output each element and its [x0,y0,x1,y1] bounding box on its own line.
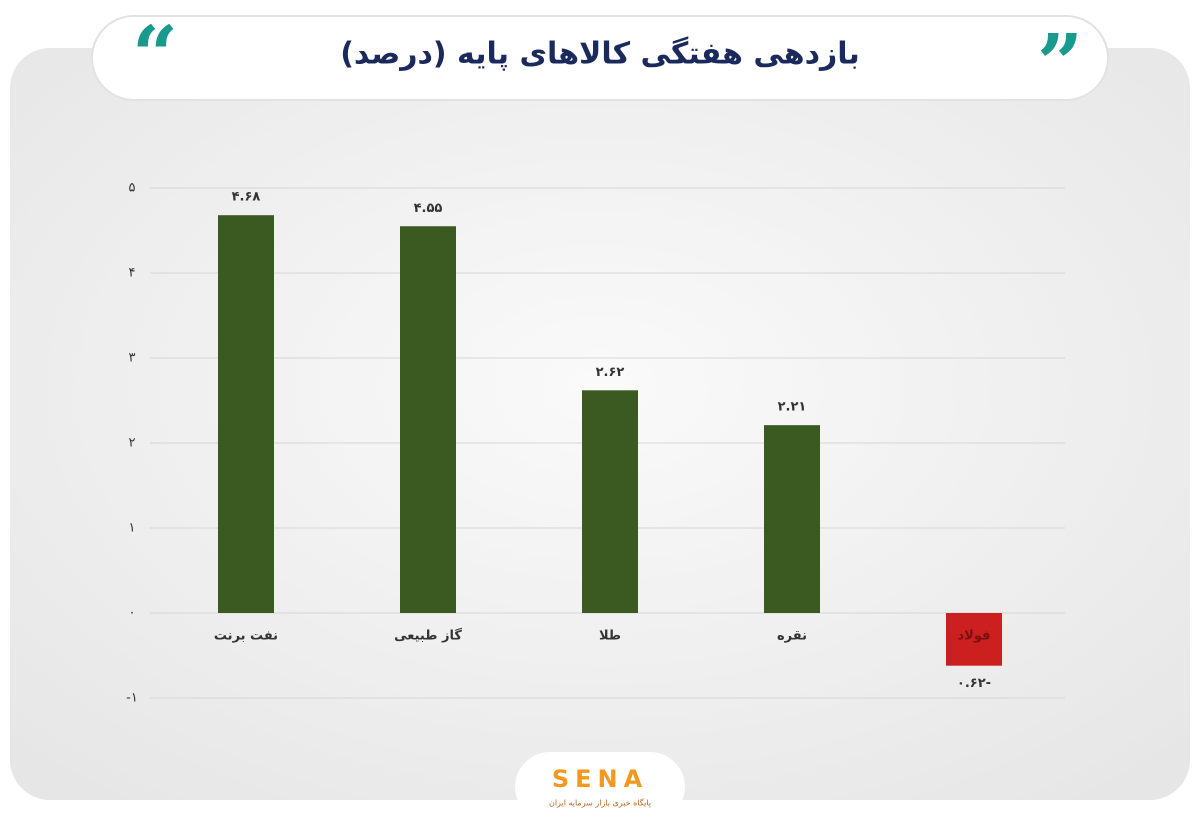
logo-pill [515,752,685,822]
bar [946,613,1002,666]
bar [400,226,456,613]
logo: SENA [552,765,648,793]
y-tick-label: ۵ [129,181,136,196]
x-tick-label: طلا [599,629,621,644]
data-label: -۰.۶۲ [957,676,991,691]
y-tick-label: ۲ [129,436,136,451]
x-tick-label: گاز طبیعی [394,628,462,644]
logo-tagline: پایگاه خبری بازار سرمایه ایران [549,798,651,808]
bar [218,215,274,613]
y-tick-label: -۱ [126,691,138,706]
quote-icon: “ [132,8,178,102]
x-tick-label: نفت برنت [214,629,278,644]
data-label: ۴.۵۵ [414,201,443,216]
y-tick-label: ۰ [129,606,136,621]
chart-title: بازدهی هفتگی کالاهای پایه (درصد) [340,36,860,72]
x-tick-label: نقره [777,629,807,644]
y-tick-label: ۳ [129,351,136,366]
bar [582,390,638,613]
y-tick-label: ۴ [129,266,136,281]
data-label: ۲.۲۱ [778,400,807,415]
x-tick-label: فولاد [957,629,990,644]
data-label: ۴.۶۸ [232,190,261,205]
bar [764,425,820,613]
y-tick-label: ۱ [129,521,136,536]
data-label: ۲.۶۲ [596,365,625,380]
quote-icon: ” [1037,16,1083,110]
title-pill [91,15,1109,101]
